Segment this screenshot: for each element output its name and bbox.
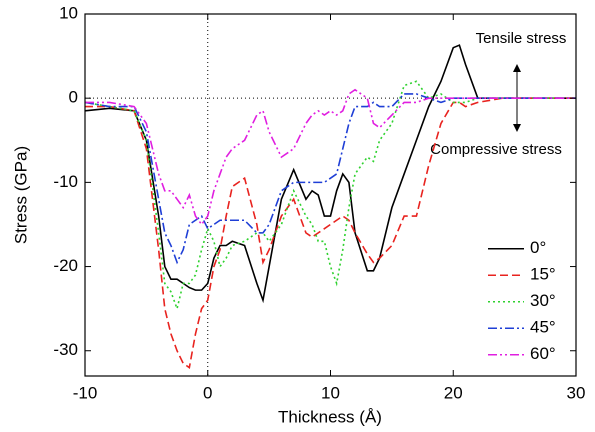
- y-tick-label: -10: [53, 172, 78, 191]
- y-tick-label: 10: [59, 3, 78, 22]
- y-tick-label: 0: [69, 88, 78, 107]
- x-tick-label: -10: [73, 383, 98, 402]
- x-tick-label: 10: [321, 383, 340, 402]
- annotation: Tensile stress: [476, 30, 567, 47]
- y-tick-label: -30: [53, 340, 78, 359]
- legend-label: 45°: [530, 318, 556, 337]
- x-tick-label: 20: [444, 383, 463, 402]
- x-tick-label: 0: [203, 383, 212, 402]
- series-line: [84, 80, 576, 312]
- series-line: [85, 97, 576, 369]
- legend-label: 15°: [530, 265, 556, 284]
- y-tick-label: -20: [53, 256, 78, 275]
- series-line: [84, 93, 576, 265]
- legend-label: 0°: [530, 238, 546, 257]
- y-axis-label: Stress (GPa): [11, 146, 30, 244]
- x-tick-label: 30: [567, 383, 586, 402]
- legend-label: 30°: [530, 291, 556, 310]
- x-axis-label: Thickness (Å): [278, 407, 382, 426]
- series-line: [84, 44, 576, 304]
- annotation: Compressive stress: [430, 141, 562, 158]
- legend-label: 60°: [530, 344, 556, 363]
